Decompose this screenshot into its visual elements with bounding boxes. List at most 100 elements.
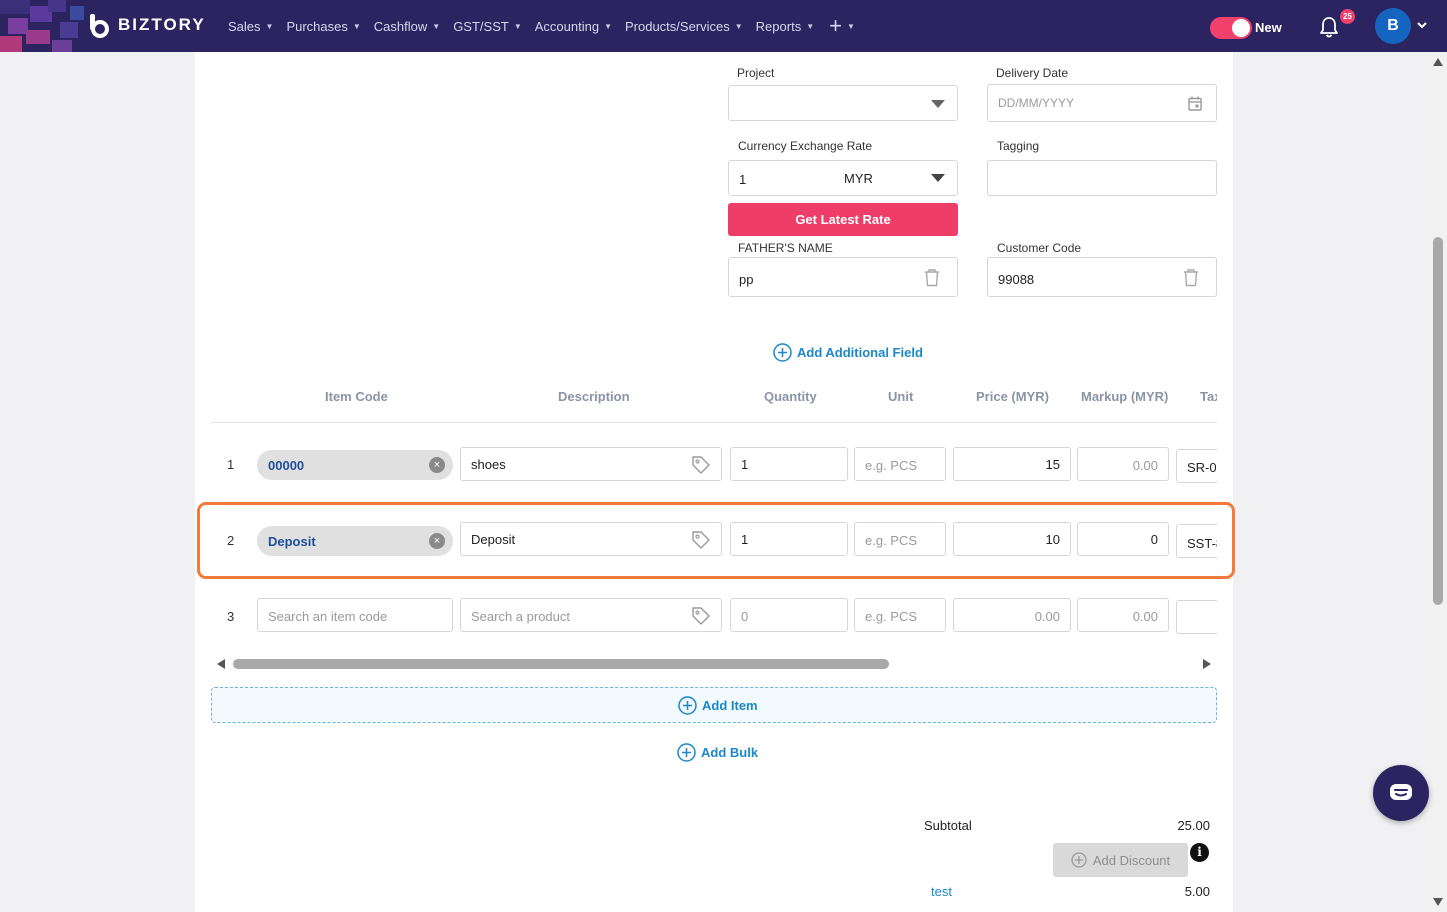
- markup-value: 0: [1150, 532, 1158, 547]
- logo-pixel-decoration: [0, 0, 120, 52]
- markup-placeholder: 0.00: [1132, 458, 1158, 473]
- customer-code-field[interactable]: 99088: [987, 257, 1217, 297]
- chat-widget-button[interactable]: [1373, 765, 1429, 821]
- description-value: shoes: [471, 457, 506, 472]
- scroll-left-arrow-icon[interactable]: [217, 659, 225, 669]
- quantity-input[interactable]: 1: [730, 522, 848, 556]
- scroll-down-arrow-icon[interactable]: [1433, 898, 1443, 906]
- markup-input[interactable]: 0.00: [1077, 447, 1169, 481]
- scroll-right-arrow-icon[interactable]: [1203, 659, 1211, 669]
- chat-icon: [1390, 784, 1412, 800]
- fathers-name-field[interactable]: pp: [728, 257, 958, 297]
- column-header-description: Description: [558, 389, 630, 404]
- markup-input[interactable]: 0: [1077, 522, 1169, 556]
- plus-icon: +: [829, 13, 842, 38]
- trash-icon[interactable]: [1182, 268, 1200, 287]
- description-placeholder: Search a product: [471, 609, 571, 624]
- add-discount-button[interactable]: Add Discount: [1053, 843, 1188, 877]
- menu-purchases[interactable]: Purchases ▼: [286, 19, 360, 34]
- menu-reports[interactable]: Reports ▼: [756, 19, 814, 34]
- chevron-down-icon: ▼: [513, 21, 522, 31]
- description-input[interactable]: Deposit: [460, 522, 722, 556]
- toggle-knob: [1232, 19, 1250, 37]
- menu-label: Purchases: [286, 18, 348, 34]
- tax-select[interactable]: [1176, 600, 1217, 634]
- menu-gst-sst[interactable]: GST/SST ▼: [453, 19, 522, 34]
- price-input[interactable]: 0.00: [953, 598, 1071, 632]
- add-item-label: Add Item: [702, 698, 758, 713]
- item-code-placeholder: Search an item code: [268, 609, 388, 624]
- tax-select[interactable]: SR-0: [1176, 449, 1217, 483]
- delivery-date-field[interactable]: DD/MM/YYYY: [987, 84, 1217, 122]
- calendar-icon: [1188, 96, 1202, 111]
- bell-icon[interactable]: [1318, 16, 1340, 38]
- plus-circle-icon: [678, 696, 697, 715]
- row-number: 3: [227, 609, 235, 624]
- tax-test-value: 5.00: [1184, 884, 1210, 899]
- unit-placeholder: e.g. PCS: [865, 458, 918, 473]
- scroll-up-arrow-icon[interactable]: [1433, 58, 1443, 66]
- menu-label: Sales: [228, 18, 261, 34]
- menu-cashflow[interactable]: Cashflow ▼: [374, 19, 440, 34]
- markup-placeholder: 0.00: [1132, 609, 1158, 624]
- unit-input[interactable]: e.g. PCS: [854, 447, 946, 481]
- add-additional-field-button[interactable]: Add Additional Field: [773, 343, 923, 362]
- unit-input[interactable]: e.g. PCS: [854, 522, 946, 556]
- new-ui-toggle[interactable]: [1210, 17, 1252, 39]
- horizontal-scroll-thumb[interactable]: [233, 659, 889, 669]
- column-header-tax: Tax: [1200, 389, 1217, 404]
- menu-accounting[interactable]: Accounting ▼: [535, 19, 612, 34]
- chevron-down-icon[interactable]: [1416, 20, 1428, 30]
- quantity-value: 1: [741, 532, 749, 547]
- tax-select[interactable]: SST-8: [1176, 524, 1217, 558]
- unit-input[interactable]: e.g. PCS: [854, 598, 946, 632]
- tag-icon[interactable]: [691, 606, 711, 626]
- row-number: 2: [227, 533, 235, 548]
- tag-icon[interactable]: [691, 530, 711, 550]
- description-input[interactable]: Search a product: [460, 598, 722, 632]
- markup-input[interactable]: 0.00: [1077, 598, 1169, 632]
- quantity-input[interactable]: 0: [730, 598, 848, 632]
- clear-icon[interactable]: ×: [429, 533, 445, 549]
- trash-icon[interactable]: [923, 268, 941, 287]
- column-header-markup: Markup (MYR): [1081, 389, 1169, 404]
- clear-icon[interactable]: ×: [429, 457, 445, 473]
- exchange-rate-field[interactable]: 1 MYR: [728, 160, 958, 196]
- subtotal-value: 25.00: [1177, 818, 1210, 833]
- menu-products-services[interactable]: Products/Services ▼: [625, 19, 743, 34]
- chevron-down-icon: ▼: [846, 21, 855, 31]
- quantity-placeholder: 0: [741, 609, 749, 624]
- price-input[interactable]: 15: [953, 447, 1071, 481]
- add-additional-field-label: Add Additional Field: [797, 345, 923, 360]
- subtotal-label: Subtotal: [924, 818, 972, 833]
- info-icon[interactable]: i: [1190, 843, 1209, 862]
- fathers-name-value: pp: [739, 272, 754, 287]
- row-number: 1: [227, 457, 235, 472]
- menu-sales[interactable]: Sales ▼: [228, 19, 273, 34]
- column-header-quantity: Quantity: [764, 389, 817, 404]
- item-code-value: Deposit: [268, 534, 316, 549]
- project-select[interactable]: [728, 85, 958, 121]
- price-input[interactable]: 10: [953, 522, 1071, 556]
- item-code-chip[interactable]: Deposit ×: [257, 526, 453, 556]
- exchange-rate-value: 1: [739, 172, 747, 187]
- description-input[interactable]: shoes: [460, 447, 722, 481]
- quick-add-menu[interactable]: + ▼: [829, 13, 855, 39]
- get-latest-rate-button[interactable]: Get Latest Rate: [728, 203, 958, 236]
- chevron-down-icon: ▼: [604, 21, 612, 31]
- add-item-button[interactable]: Add Item: [211, 687, 1217, 723]
- tagging-field[interactable]: [987, 160, 1217, 196]
- add-bulk-button[interactable]: Add Bulk: [677, 743, 758, 762]
- price-value: 10: [1045, 532, 1060, 547]
- vertical-scroll-thumb[interactable]: [1433, 237, 1443, 605]
- item-code-search-input[interactable]: Search an item code: [257, 598, 453, 632]
- quantity-input[interactable]: 1: [730, 447, 848, 481]
- avatar[interactable]: B: [1375, 8, 1411, 44]
- item-code-chip[interactable]: 00000 ×: [257, 450, 453, 480]
- biztory-logo[interactable]: BIZTORY: [88, 12, 206, 38]
- tax-test-link[interactable]: test: [931, 884, 952, 899]
- tax-value: SR-0: [1187, 460, 1217, 475]
- tag-icon[interactable]: [691, 455, 711, 475]
- currency-select[interactable]: MYR: [844, 171, 873, 186]
- plus-circle-icon: [1071, 852, 1087, 868]
